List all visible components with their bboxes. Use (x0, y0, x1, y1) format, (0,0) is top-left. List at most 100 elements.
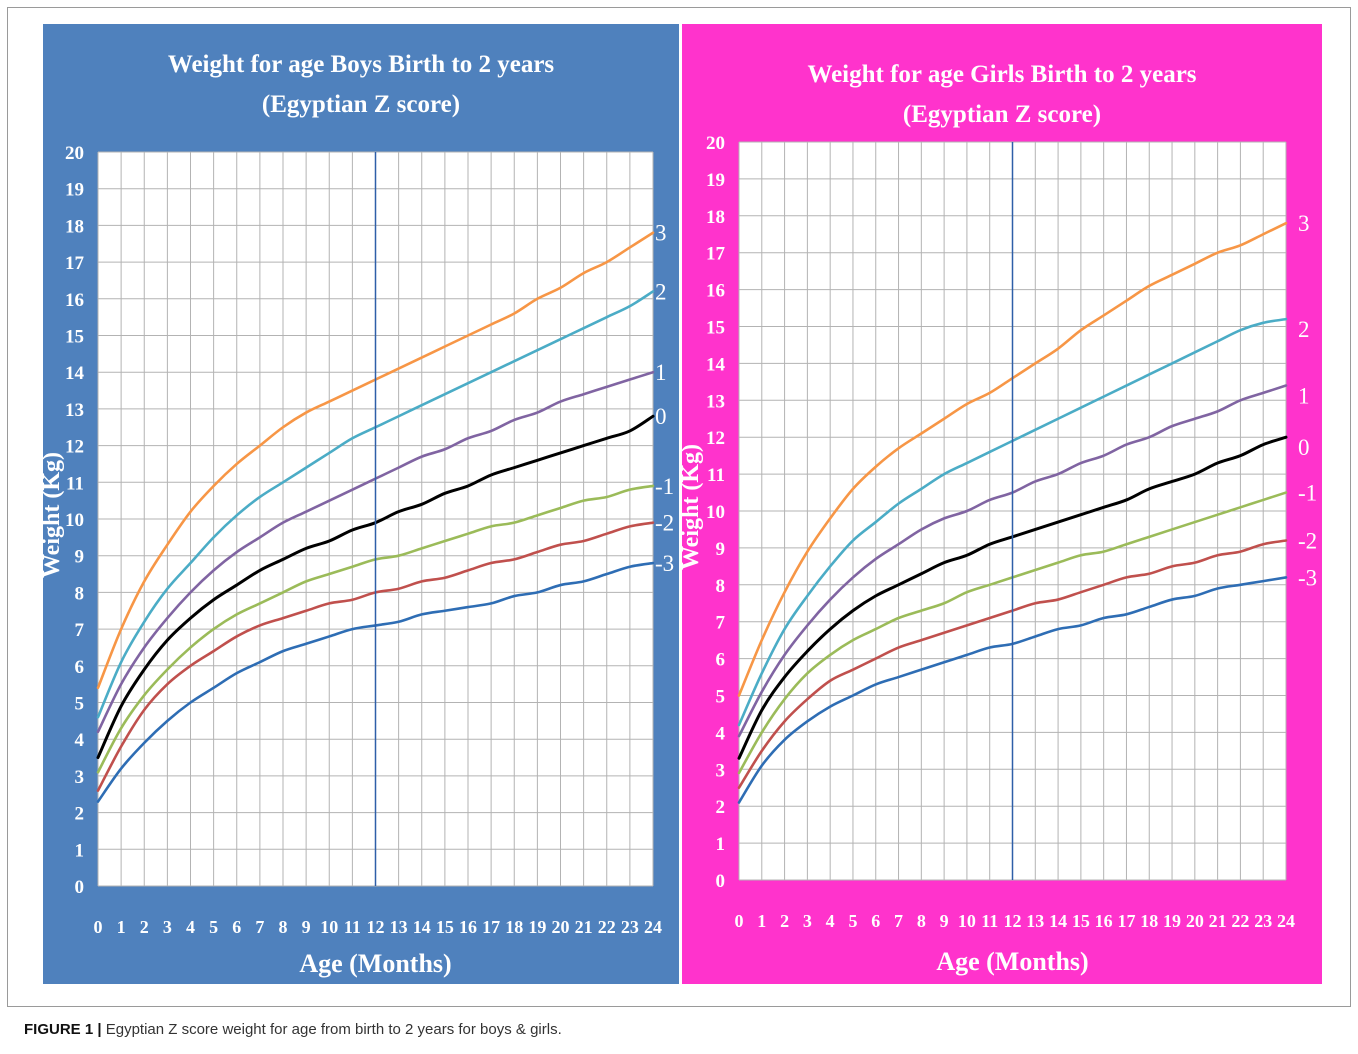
z-score-label: -1 (1298, 481, 1317, 506)
girls-chart-panel: 0 1 2 3 4 5 6 7 8 9 10 11 12 13 14 15 16 17 18 19 20 0 1 2 3 4 5 6 7… (682, 24, 1322, 984)
y-tick-label: 12 (706, 428, 725, 449)
y-tick-label: 18 (706, 207, 725, 228)
y-tick-label: 13 (65, 400, 84, 421)
z-score-label: 2 (1298, 317, 1310, 342)
x-tick-label: 6 (871, 911, 880, 931)
x-tick-label: 11 (981, 911, 998, 931)
x-tick-label: 8 (917, 911, 926, 931)
grid (738, 141, 1287, 881)
chart-title: Weight for age Girls Birth to 2 years (807, 61, 1196, 88)
y-tick-label: 0 (716, 871, 726, 892)
y-tick-label: 11 (707, 465, 725, 486)
x-axis-label: Age (Months) (936, 947, 1088, 976)
x-tick-label: 9 (940, 911, 949, 931)
x-tick-label: 7 (894, 911, 903, 931)
x-tick-label: 5 (209, 917, 218, 937)
x-tick-label: 22 (598, 917, 616, 937)
y-tick-label: 9 (75, 547, 85, 568)
y-tick-label: 20 (706, 133, 725, 154)
y-tick-label: 15 (706, 318, 725, 339)
y-tick-label: 18 (65, 216, 84, 237)
z-score-label: 3 (655, 221, 667, 246)
z-score-label: -2 (1298, 529, 1317, 554)
x-tick-label: 9 (302, 917, 311, 937)
y-tick-label: 12 (65, 437, 84, 458)
y-tick-label: 4 (75, 730, 85, 751)
x-tick-label: 22 (1231, 911, 1249, 931)
y-tick-label: 5 (75, 694, 85, 715)
x-axis-label: Age (Months) (299, 949, 451, 978)
caption-label: FIGURE 1 | (24, 1021, 102, 1038)
chart-title: Weight for age Boys Birth to 2 years (168, 51, 555, 78)
y-tick-label: 6 (75, 657, 85, 678)
y-tick-label: 0 (75, 877, 85, 898)
y-tick-label: 7 (75, 620, 85, 641)
y-tick-label: 7 (716, 613, 726, 634)
y-tick-label: 19 (706, 170, 725, 191)
x-tick-label: 16 (459, 917, 477, 937)
x-tick-label: 6 (232, 917, 241, 937)
chart-subtitle: (Egyptian Z score) (262, 91, 460, 118)
x-tick-label: 10 (958, 911, 976, 931)
z-score-label: 3 (1298, 211, 1310, 236)
x-tick-label: 7 (255, 917, 264, 937)
x-tick-label: 18 (505, 917, 523, 937)
x-tick-label: 11 (344, 917, 361, 937)
x-tick-label: 23 (1254, 911, 1272, 931)
y-tick-label: 8 (716, 576, 726, 597)
y-tick-label: 10 (706, 502, 725, 523)
x-tick-label: 12 (1004, 911, 1022, 931)
y-tick-label: 6 (716, 650, 726, 671)
x-tick-label: 19 (1163, 911, 1181, 931)
x-tick-label: 12 (367, 917, 385, 937)
y-tick-label: 1 (75, 840, 85, 861)
y-tick-label: 14 (706, 354, 726, 375)
y-axis-label: Weight (Kg) (43, 452, 65, 578)
x-tick-label: 17 (1117, 911, 1135, 931)
chart-subtitle: (Egyptian Z score) (903, 101, 1101, 128)
x-tick-label: 23 (621, 917, 639, 937)
y-tick-label: 20 (65, 143, 84, 164)
x-tick-label: 3 (803, 911, 812, 931)
x-tick-label: 8 (279, 917, 288, 937)
x-tick-label: 24 (644, 917, 662, 937)
z-score-label: 0 (1298, 435, 1310, 460)
x-tick-label: 16 (1095, 911, 1113, 931)
y-tick-label: 2 (75, 804, 85, 825)
y-tick-label: 8 (75, 583, 85, 604)
x-tick-label: 3 (163, 917, 172, 937)
x-tick-label: 5 (848, 911, 857, 931)
x-tick-label: 15 (436, 917, 454, 937)
z-score-label: 1 (655, 360, 667, 385)
x-tick-label: 2 (780, 911, 789, 931)
x-tick-label: 1 (117, 917, 126, 937)
x-tick-label: 10 (320, 917, 338, 937)
y-tick-label: 2 (716, 797, 726, 818)
x-tick-label: 13 (1026, 911, 1044, 931)
y-tick-label: 10 (65, 510, 84, 531)
y-tick-label: 9 (716, 539, 726, 560)
z-score-label: -2 (655, 511, 674, 536)
y-tick-label: 16 (706, 281, 725, 302)
caption-text: Egyptian Z score weight for age from bir… (105, 1021, 562, 1038)
x-tick-label: 20 (1186, 911, 1204, 931)
x-tick-label: 24 (1277, 911, 1295, 931)
y-tick-label: 17 (706, 244, 726, 265)
x-tick-label: 2 (140, 917, 149, 937)
x-tick-label: 4 (826, 911, 835, 931)
z-score-label: -3 (655, 551, 674, 576)
x-tick-label: 14 (413, 917, 431, 937)
y-tick-label: 19 (65, 180, 84, 201)
z-score-label: 1 (1298, 384, 1310, 409)
x-tick-label: 19 (528, 917, 546, 937)
y-tick-label: 3 (75, 767, 85, 788)
x-tick-label: 1 (757, 911, 766, 931)
z-score-label: 0 (655, 404, 667, 429)
z-score-label: 2 (655, 279, 667, 304)
y-tick-label: 16 (65, 290, 84, 311)
x-tick-label: 0 (735, 911, 744, 931)
x-tick-label: 17 (482, 917, 500, 937)
y-axis-label: Weight (Kg) (682, 444, 704, 570)
y-tick-label: 5 (716, 687, 726, 708)
